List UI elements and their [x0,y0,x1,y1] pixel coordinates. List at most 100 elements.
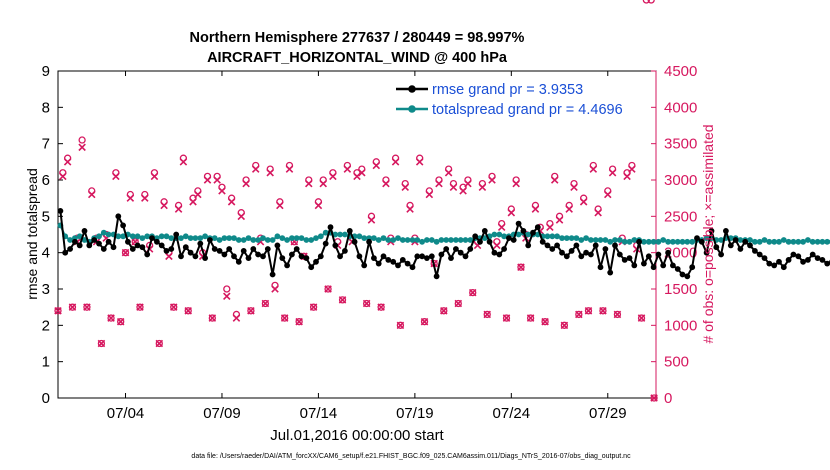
obs-possible-marker [107,314,115,322]
obs-assimilated-marker [444,168,453,177]
spread-series-point [134,233,141,240]
rmse-series-point [240,248,247,254]
rmse-series-point [115,213,122,220]
rmse-series-point [67,246,73,252]
spread-series-point [317,233,324,240]
spread-series-point [737,237,744,243]
rmse-series-point [428,253,435,260]
rmse-series-point [453,246,459,252]
x-axis-label: Jul.01,2016 00:00:00 start [270,427,444,444]
obs-assimilated-marker [420,317,429,326]
rmse-series-point [568,248,575,254]
obs-possible-marker [184,307,192,315]
rmse-series-point [477,238,483,245]
spread-series-point [453,237,459,243]
spread-series-point [756,238,763,245]
rmse-series-point [486,238,493,245]
spread-series-point [240,237,247,243]
rmse-series-point [713,244,720,251]
rmse-series-point [76,242,83,249]
spread-series-point [626,238,633,245]
rmse-series-point [530,229,536,236]
left-tick-label: 5 [42,208,50,225]
obs-assimilated-marker [440,307,448,315]
left-axis-label: rmse and totalspread [24,168,40,300]
rmse-series-point [645,253,652,260]
left-tick-label: 4 [42,245,50,262]
obs-assimilated-marker [97,339,106,348]
rmse-series-point [269,271,276,278]
rmse-series-point [317,253,324,260]
chart-title-line1: Northern Hemisphere 277637 / 280449 = 98… [190,30,525,46]
spread-series-point [448,237,454,243]
rmse-series-point [366,238,372,245]
rmse-series-point [573,242,580,249]
rmse-series-point [776,258,782,265]
data-file-footnote: data file: /Users/raeder/DAI/ATM_forcXX/… [191,453,631,460]
rmse-series-point [805,257,811,263]
right-tick-label: 3000 [664,172,697,189]
spread-series-point [597,237,604,243]
rmse-series-point [506,235,512,242]
rmse-series-point [371,255,377,261]
rmse-series-point [616,251,623,258]
obs-possible-marker [309,303,318,311]
obs-possible-marker [338,296,347,304]
obs-possible-marker [560,321,569,329]
rmse-series-point [795,253,802,260]
spread-series-point [467,237,474,243]
rmse-series-point [520,228,527,234]
rmse-series-point [375,260,382,267]
rmse-series-point [62,249,69,256]
rmse-series-point [173,231,180,238]
rmse-series-point [260,253,266,260]
obs-assimilated-marker [517,263,525,271]
spread-series-point [139,235,146,242]
obs-possible-marker [575,310,583,319]
obs-assimilated-marker [203,176,212,184]
rmse-series-point [216,248,223,254]
rmse-series-point [100,246,107,252]
obs-assimilated-marker [54,307,62,315]
rmse-series-point [491,249,498,256]
rmse-series-point [433,273,440,280]
rmse-series-point [361,262,368,269]
spread-series-point [491,231,498,238]
rmse-series-point [457,249,464,256]
rmse-series-point [120,222,126,229]
rmse-series-point [419,253,425,260]
rmse-series-point [670,262,676,269]
rmse-series-point [510,237,517,243]
rmse-series-point [356,253,363,260]
spread-series-point [641,238,647,245]
spread-series-point [332,231,339,238]
obs-possible-marker [247,307,255,315]
spread-series-point [795,238,802,245]
rmse-series-point [235,258,242,265]
obs-possible-marker [526,314,535,322]
chart-title-line2: AIRCRAFT_HORIZONTAL_WIND @ 400 hPa [207,50,508,66]
rmse-series-point [752,248,758,254]
spread-series-point [361,235,368,242]
obs-assimilated-marker [599,307,607,315]
obs-possible-marker [377,303,385,311]
spread-series-point [592,237,599,243]
spread-series-point [607,238,614,245]
rmse-series-point [790,251,797,258]
obs-assimilated-marker [59,172,67,181]
rmse-series-point [597,264,604,271]
obs-possible-marker [420,318,429,326]
spread-series-point [337,231,343,238]
spread-series-point [631,237,638,243]
rmse-series-point [544,242,551,249]
obs-assimilated-marker [488,176,496,184]
spread-series-point [264,237,271,243]
obs-assimilated-marker [179,158,188,166]
rmse-series-point [154,238,160,245]
obs-possible-marker [54,307,62,315]
rmse-series-point [72,238,78,245]
rmse-series-point [385,257,392,263]
left-axis-ticks: 0 1 2 3 4 5 6 7 8 9 [42,63,63,407]
x-tick-label: 07/29 [589,405,627,422]
